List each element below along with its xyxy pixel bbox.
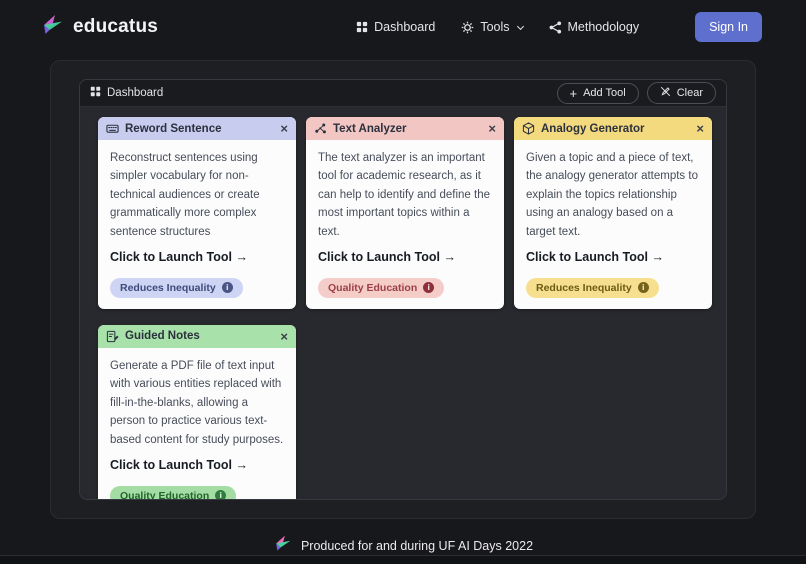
dashboard-panel-title: Dashboard — [90, 86, 163, 100]
dashboard-panel-title-label: Dashboard — [107, 87, 164, 99]
nav-tools[interactable]: Tools — [461, 20, 524, 34]
tool-description: Generate a PDF file of text input with v… — [110, 359, 284, 446]
dashboard-panel-body: Reword Sentence × Reconstruct sentences … — [80, 107, 726, 500]
tool-card-body: The text analyzer is an important tool f… — [306, 140, 504, 309]
badge-label: Quality Education — [120, 489, 210, 500]
badge-label: Reduces Inequality — [536, 281, 632, 294]
launch-tool-link[interactable]: Click to Launch Tool → — [318, 249, 456, 264]
tool-card-header: Analogy Generator × — [514, 117, 712, 140]
close-icon[interactable]: × — [488, 121, 496, 136]
launch-tool-link[interactable]: Click to Launch Tool → — [110, 249, 248, 264]
file-pen-icon — [106, 330, 119, 343]
clear-button[interactable]: Clear — [646, 82, 716, 104]
close-icon[interactable]: × — [696, 121, 704, 136]
tool-description: Given a topic and a piece of text, the a… — [526, 152, 698, 238]
info-icon: i — [221, 282, 233, 294]
main-container: Dashboard + Add Tool Cl — [50, 60, 756, 519]
tool-card-guided-notes: Guided Notes × Generate a PDF file of te… — [98, 324, 296, 500]
grid-icon — [90, 86, 101, 100]
clear-label: Clear — [676, 87, 703, 99]
tool-card-title: Guided Notes — [125, 330, 200, 343]
footer: Produced for and during UF AI Days 2022 — [0, 519, 806, 558]
add-tool-label: Add Tool — [583, 87, 626, 99]
add-tool-button[interactable]: + Add Tool — [556, 82, 639, 104]
sign-in-button[interactable]: Sign In — [695, 12, 762, 42]
plus-icon: + — [569, 85, 578, 101]
panel-actions: + Add Tool Clear — [556, 82, 716, 104]
keyboard-icon — [106, 122, 119, 135]
tool-card-header: Guided Notes × — [98, 324, 296, 348]
tool-card-title: Reword Sentence — [125, 122, 222, 135]
dashboard-panel: Dashboard + Add Tool Cl — [79, 79, 727, 500]
brand-name: educatus — [73, 16, 159, 37]
launch-tool-link[interactable]: Click to Launch Tool → — [110, 457, 248, 472]
tool-card-header: Text Analyzer × — [306, 117, 504, 140]
footer-text: Produced for and during UF AI Days 2022 — [300, 539, 534, 553]
main-nav: Dashboard Tools — [356, 12, 762, 42]
info-icon: i — [637, 282, 649, 294]
top-navbar: educatus Dashboard — [0, 0, 806, 54]
info-icon: i — [215, 490, 227, 499]
pen-slash-icon — [660, 86, 671, 100]
share-nodes-icon — [549, 21, 562, 34]
badge-label: Reduces Inequality — [120, 281, 216, 294]
launch-tool-link[interactable]: Click to Launch Tool → — [526, 249, 664, 264]
nav-methodology[interactable]: Methodology — [549, 20, 640, 34]
tool-card-body: Generate a PDF file of text input with v… — [98, 348, 296, 500]
tool-card-body: Reconstruct sentences using simpler voca… — [98, 140, 296, 309]
network-nodes-icon — [314, 122, 327, 135]
info-icon: i — [423, 282, 435, 294]
tool-card-grid: Reword Sentence × Reconstruct sentences … — [98, 117, 712, 500]
sdg-badge[interactable]: Reduces Inequality i — [110, 277, 243, 298]
chevron-down-icon — [516, 22, 524, 30]
tool-card-header: Reword Sentence × — [98, 117, 296, 140]
close-icon[interactable]: × — [280, 328, 288, 344]
dashboard-panel-header: Dashboard + Add Tool Cl — [80, 80, 726, 107]
brand[interactable]: educatus — [40, 13, 158, 42]
cube-icon — [522, 122, 535, 135]
nav-dashboard-label: Dashboard — [374, 20, 436, 34]
sdg-badge[interactable]: Quality Education i — [110, 485, 237, 500]
educatus-logo-icon — [273, 534, 292, 558]
tool-description: Reconstruct sentences using simpler voca… — [110, 152, 260, 238]
close-icon[interactable]: × — [280, 121, 288, 136]
nav-tools-label: Tools — [480, 20, 510, 34]
tool-card-text-analyzer: Text Analyzer × The text analyzer is an … — [306, 117, 504, 309]
nav-methodology-label: Methodology — [567, 20, 640, 34]
gear-icon — [461, 21, 474, 34]
tool-card-title: Text Analyzer — [333, 122, 407, 135]
nav-dashboard[interactable]: Dashboard — [356, 20, 435, 34]
grid-icon — [356, 21, 368, 33]
sdg-badge[interactable]: Quality Education i — [318, 277, 445, 298]
tool-card-title: Analogy Generator — [541, 122, 645, 135]
tool-card-analogy-generator: Analogy Generator × Given a topic and a … — [514, 117, 712, 309]
educatus-logo-icon — [40, 13, 64, 42]
tool-card-reword-sentence: Reword Sentence × Reconstruct sentences … — [98, 117, 296, 309]
tool-description: The text analyzer is an important tool f… — [318, 152, 490, 238]
tool-card-body: Given a topic and a piece of text, the a… — [514, 140, 712, 309]
badge-label: Quality Education — [328, 281, 418, 294]
sdg-badge[interactable]: Reduces Inequality i — [526, 277, 659, 298]
